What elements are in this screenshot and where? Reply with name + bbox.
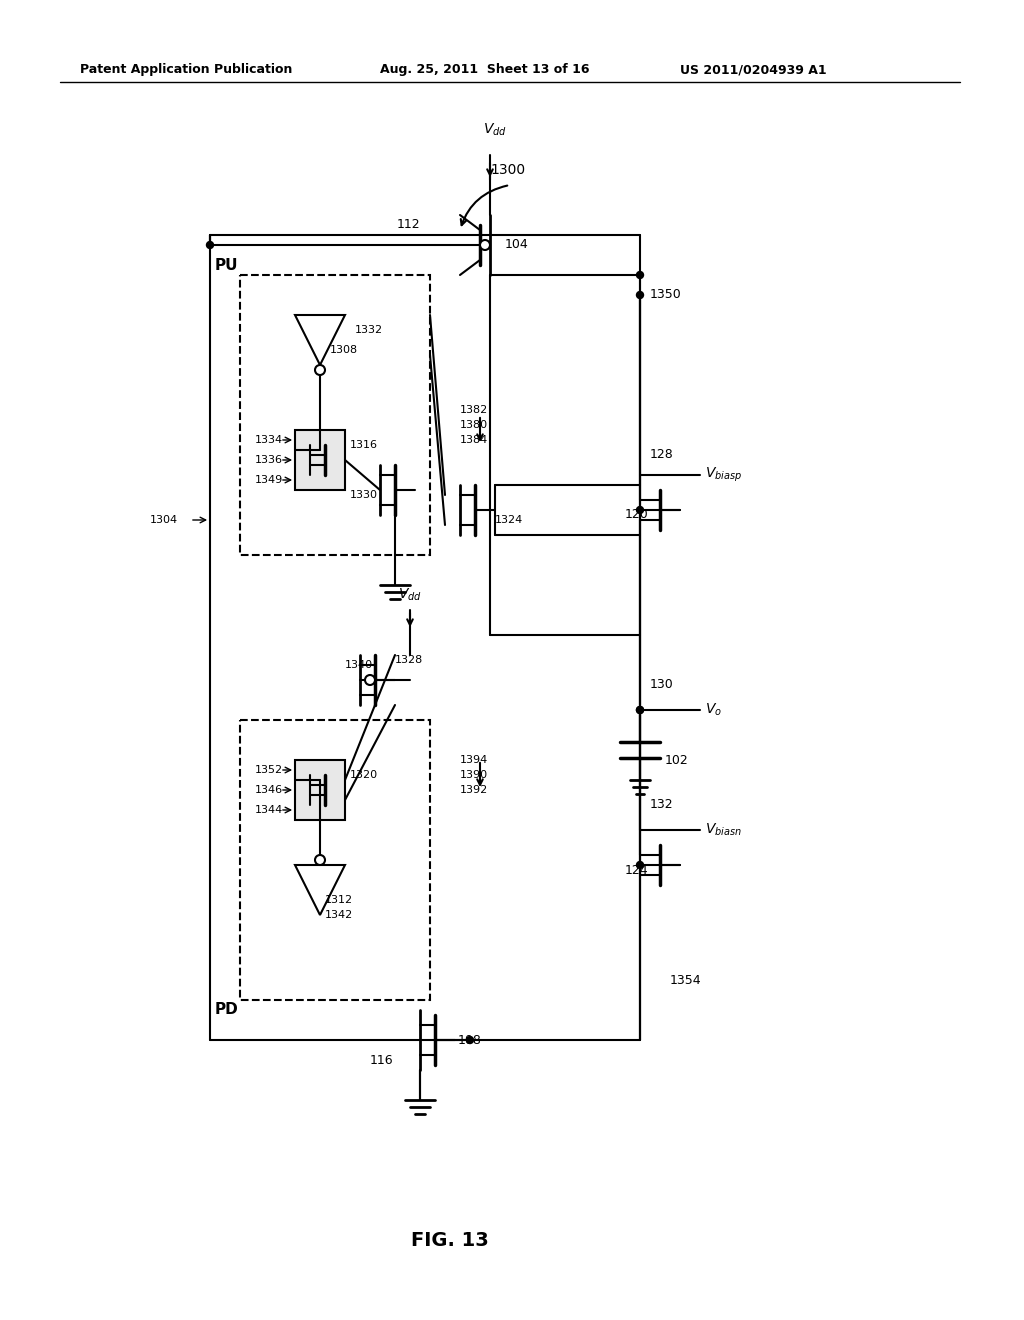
Text: 1312: 1312	[325, 895, 353, 906]
Text: 132: 132	[650, 799, 674, 812]
Text: $V_o$: $V_o$	[705, 702, 722, 718]
Text: 128: 128	[650, 449, 674, 462]
Circle shape	[637, 507, 643, 513]
Circle shape	[637, 272, 643, 279]
Text: Patent Application Publication: Patent Application Publication	[80, 63, 293, 77]
Circle shape	[637, 862, 643, 869]
Text: 1346: 1346	[255, 785, 283, 795]
Text: PD: PD	[215, 1002, 239, 1018]
Text: 1394: 1394	[460, 755, 488, 766]
Text: 1300: 1300	[490, 162, 525, 177]
Text: 1340: 1340	[345, 660, 373, 671]
Text: 1330: 1330	[350, 490, 378, 500]
Circle shape	[637, 706, 643, 714]
Circle shape	[637, 292, 643, 298]
Circle shape	[637, 706, 643, 714]
Text: 130: 130	[650, 678, 674, 692]
Text: 1308: 1308	[330, 345, 358, 355]
Text: $V_{biasn}$: $V_{biasn}$	[705, 822, 741, 838]
Text: 1304: 1304	[150, 515, 178, 525]
Text: 1354: 1354	[670, 974, 701, 986]
Circle shape	[315, 366, 325, 375]
Text: 1349: 1349	[255, 475, 284, 484]
Text: 1392: 1392	[460, 785, 488, 795]
Text: 116: 116	[370, 1053, 393, 1067]
Text: Aug. 25, 2011  Sheet 13 of 16: Aug. 25, 2011 Sheet 13 of 16	[380, 63, 590, 77]
Text: 1382: 1382	[460, 405, 488, 414]
Text: $V_{dd}$: $V_{dd}$	[398, 587, 422, 603]
Text: 112: 112	[396, 219, 420, 231]
Text: 1332: 1332	[355, 325, 383, 335]
Text: 1336: 1336	[255, 455, 283, 465]
Text: 102: 102	[665, 754, 689, 767]
Text: 1390: 1390	[460, 770, 488, 780]
Polygon shape	[295, 430, 345, 490]
Text: 104: 104	[505, 239, 528, 252]
Text: $V_{dd}$: $V_{dd}$	[483, 121, 507, 139]
Text: PU: PU	[215, 257, 239, 272]
Text: 124: 124	[625, 863, 648, 876]
Text: 1344: 1344	[255, 805, 284, 814]
Circle shape	[480, 240, 490, 249]
Text: 1324: 1324	[495, 515, 523, 525]
Text: 1328: 1328	[395, 655, 423, 665]
Text: FIG. 13: FIG. 13	[411, 1230, 488, 1250]
Circle shape	[365, 675, 375, 685]
Text: US 2011/0204939 A1: US 2011/0204939 A1	[680, 63, 826, 77]
Polygon shape	[295, 760, 345, 820]
Text: 1350: 1350	[650, 289, 682, 301]
Text: 1352: 1352	[255, 766, 283, 775]
Text: 108: 108	[458, 1034, 482, 1047]
Text: 1334: 1334	[255, 436, 283, 445]
Text: 1342: 1342	[325, 909, 353, 920]
Circle shape	[315, 855, 325, 865]
Circle shape	[467, 1036, 473, 1044]
Text: 1384: 1384	[460, 436, 488, 445]
Text: 120: 120	[625, 508, 649, 521]
Text: $V_{biasp}$: $V_{biasp}$	[705, 466, 742, 484]
Text: 1380: 1380	[460, 420, 488, 430]
Circle shape	[207, 242, 213, 248]
Text: 1320: 1320	[350, 770, 378, 780]
Text: 1316: 1316	[350, 440, 378, 450]
